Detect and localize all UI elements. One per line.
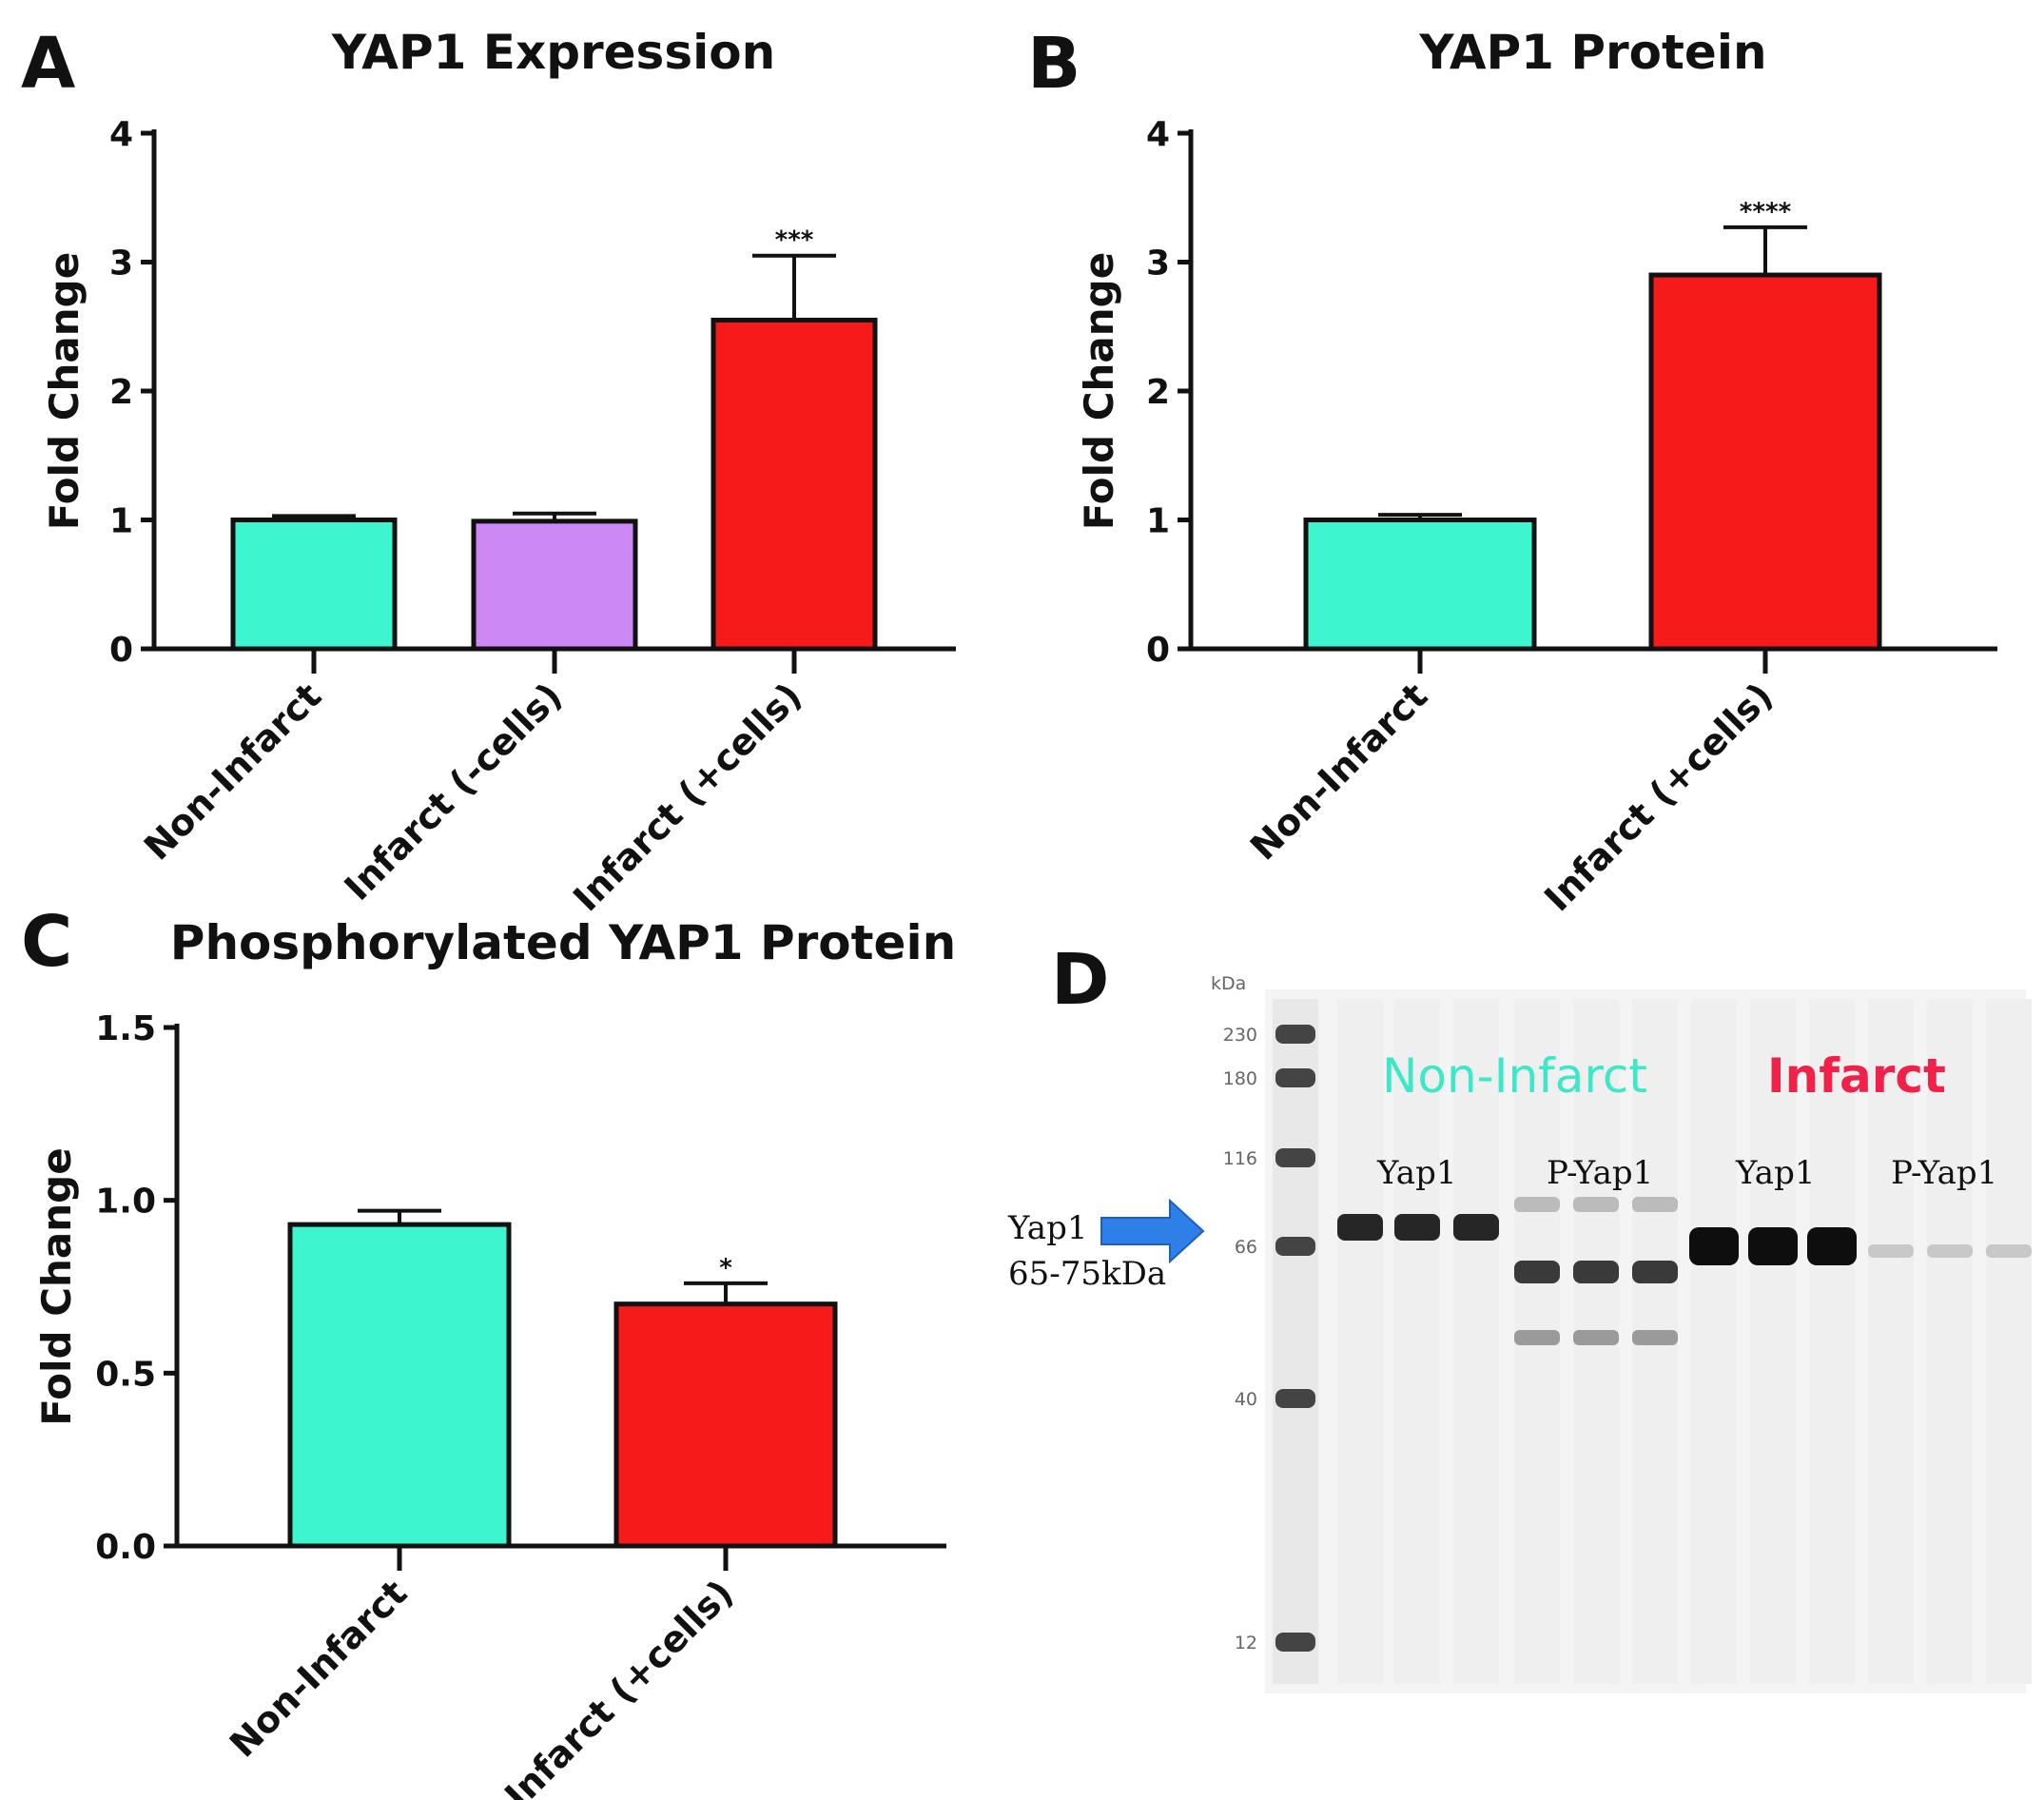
ladder-band bbox=[1275, 1148, 1315, 1167]
lane-background bbox=[1337, 999, 1383, 1684]
ladder-label-180: 180 bbox=[1223, 1068, 1257, 1089]
pyap1-faint-band bbox=[1514, 1197, 1560, 1212]
chart-yap1-protein: YAP1 Protein Fold Change 0 1 2 3 4 Non-Infarct *… bbox=[1076, 25, 1997, 919]
ladder-lane bbox=[1273, 999, 1318, 1684]
y-tick-label: 2 bbox=[109, 373, 133, 412]
y-tick-label: 2 bbox=[1146, 373, 1170, 412]
pyap1-lower-band bbox=[1514, 1330, 1560, 1345]
lane-background bbox=[1394, 999, 1440, 1684]
pyap1-faint-band bbox=[1573, 1197, 1619, 1212]
ladder-band bbox=[1275, 1237, 1315, 1256]
pyap1-band-non-infarct bbox=[1632, 1261, 1678, 1283]
bar-non-infarct bbox=[230, 518, 398, 652]
group-label-infarct: Infarct bbox=[1767, 1048, 1946, 1104]
ladder-labels: 230 180 116 66 40 12 bbox=[1223, 1025, 1257, 1653]
pyap1-band-infarct bbox=[1986, 1244, 2032, 1258]
ladder-band bbox=[1275, 1389, 1315, 1408]
yap1-band-infarct bbox=[1807, 1227, 1857, 1265]
y-tick-label: 0.0 bbox=[95, 1528, 156, 1567]
ladder-band bbox=[1275, 1025, 1315, 1044]
ladder-band bbox=[1275, 1633, 1315, 1652]
lane-label-yap1-non-infarct: Yap1 bbox=[1376, 1154, 1456, 1192]
chart-phosphorylated-yap1: Phosphorylated YAP1 Protein Fold Change 0.… bbox=[33, 915, 956, 1800]
chart-title: YAP1 Expression bbox=[331, 25, 775, 80]
lane-label-pyap1-non-infarct: P-Yap1 bbox=[1547, 1154, 1653, 1192]
category-label-infarct-cells: Infarct (+cells) bbox=[496, 1572, 741, 1800]
panel-letter-d: D bbox=[1051, 939, 1109, 1021]
y-tick-label: 1 bbox=[109, 502, 133, 541]
group-label-non-infarct: Non-Infarct bbox=[1382, 1048, 1647, 1104]
pyap1-faint-band bbox=[1632, 1197, 1678, 1212]
y-tick-label: 1 bbox=[1146, 502, 1170, 541]
bar-infarct-cells bbox=[1648, 272, 1882, 652]
category-label-infarct-cells: Infarct (+cells) bbox=[565, 675, 809, 919]
lane-label-pyap1-infarct: P-Yap1 bbox=[1891, 1154, 1997, 1192]
significance-label: **** bbox=[1740, 198, 1792, 226]
blot-bands bbox=[1273, 999, 2032, 1684]
yap1-band-non-infarct bbox=[1394, 1214, 1440, 1241]
lane-background bbox=[1927, 999, 1973, 1684]
bar-infarct-cells bbox=[471, 518, 638, 652]
category-label-non-infarct: Non-Infarct bbox=[222, 1572, 415, 1765]
y-tick-label: 4 bbox=[1146, 115, 1170, 154]
chart-yap1-expression: YAP1 Expression Fold Change 0 1 2 3 4 Non-Infar… bbox=[41, 25, 956, 919]
panel-letter-c: C bbox=[21, 901, 72, 983]
y-tick-label: 0 bbox=[109, 631, 133, 670]
yap1-band-non-infarct bbox=[1337, 1214, 1383, 1241]
significance-label: *** bbox=[775, 226, 814, 255]
panel-letter-a: A bbox=[21, 23, 75, 105]
pyap1-band-infarct bbox=[1868, 1244, 1914, 1258]
ladder-band bbox=[1275, 1068, 1315, 1087]
arrow-label-protein: Yap1 bbox=[1007, 1209, 1087, 1247]
pyap1-band-infarct bbox=[1927, 1244, 1973, 1258]
y-axis-title: Fold Change bbox=[1076, 252, 1122, 530]
y-axis-title: Fold Change bbox=[41, 252, 88, 530]
y-tick-label: 3 bbox=[109, 245, 133, 284]
arrow-label-weight: 65-75kDa bbox=[1008, 1255, 1166, 1293]
y-tick-label: 3 bbox=[1146, 245, 1170, 284]
category-label-infarct-cells: Infarct (-cells) bbox=[337, 675, 571, 909]
chart-title: YAP1 Protein bbox=[1418, 25, 1766, 80]
bar-non-infarct bbox=[1303, 518, 1537, 652]
bar-non-infarct bbox=[287, 1222, 512, 1549]
ladder-label-116: 116 bbox=[1223, 1148, 1257, 1169]
lane-background bbox=[1453, 999, 1499, 1684]
category-label-infarct-cells: Infarct (+cells) bbox=[1536, 675, 1781, 919]
lane-label-yap1-infarct: Yap1 bbox=[1735, 1154, 1815, 1192]
pyap1-band-non-infarct bbox=[1573, 1261, 1619, 1283]
yap1-band-infarct bbox=[1689, 1227, 1739, 1265]
y-tick-label: 4 bbox=[109, 115, 133, 154]
lane-background bbox=[1691, 999, 1737, 1684]
ladder-label-230: 230 bbox=[1223, 1025, 1257, 1046]
pyap1-lower-band bbox=[1632, 1330, 1678, 1345]
category-label-non-infarct: Non-Infarct bbox=[136, 675, 329, 868]
ladder-label-66: 66 bbox=[1235, 1237, 1257, 1258]
chart-title: Phosphorylated YAP1 Protein bbox=[170, 915, 956, 970]
lane-background bbox=[1750, 999, 1796, 1684]
significance-label: * bbox=[719, 1254, 732, 1282]
category-label-non-infarct: Non-Infarct bbox=[1242, 675, 1435, 868]
blue-arrow-icon bbox=[1100, 1198, 1205, 1264]
y-tick-label: 0.5 bbox=[95, 1355, 156, 1394]
lane-background bbox=[1868, 999, 1914, 1684]
y-axis-title: Fold Change bbox=[33, 1147, 80, 1425]
ladder-label-40: 40 bbox=[1235, 1389, 1257, 1410]
pyap1-lower-band bbox=[1573, 1330, 1619, 1345]
ladder-label-12: 12 bbox=[1235, 1633, 1257, 1653]
bar-infarct-cells bbox=[711, 317, 878, 652]
y-tick-label: 1.5 bbox=[95, 1009, 156, 1048]
pyap1-band-non-infarct bbox=[1514, 1261, 1560, 1283]
lane-background bbox=[1809, 999, 1855, 1684]
yap1-band-infarct bbox=[1748, 1227, 1798, 1265]
lane-background bbox=[1986, 999, 2032, 1684]
y-tick-label: 1.0 bbox=[95, 1183, 156, 1222]
y-tick-label: 0 bbox=[1146, 631, 1170, 670]
ladder-unit-label: kDa bbox=[1211, 973, 1246, 994]
bar-infarct-cells bbox=[613, 1301, 838, 1549]
yap1-band-non-infarct bbox=[1453, 1214, 1499, 1241]
panel-letter-b: B bbox=[1027, 23, 1080, 105]
